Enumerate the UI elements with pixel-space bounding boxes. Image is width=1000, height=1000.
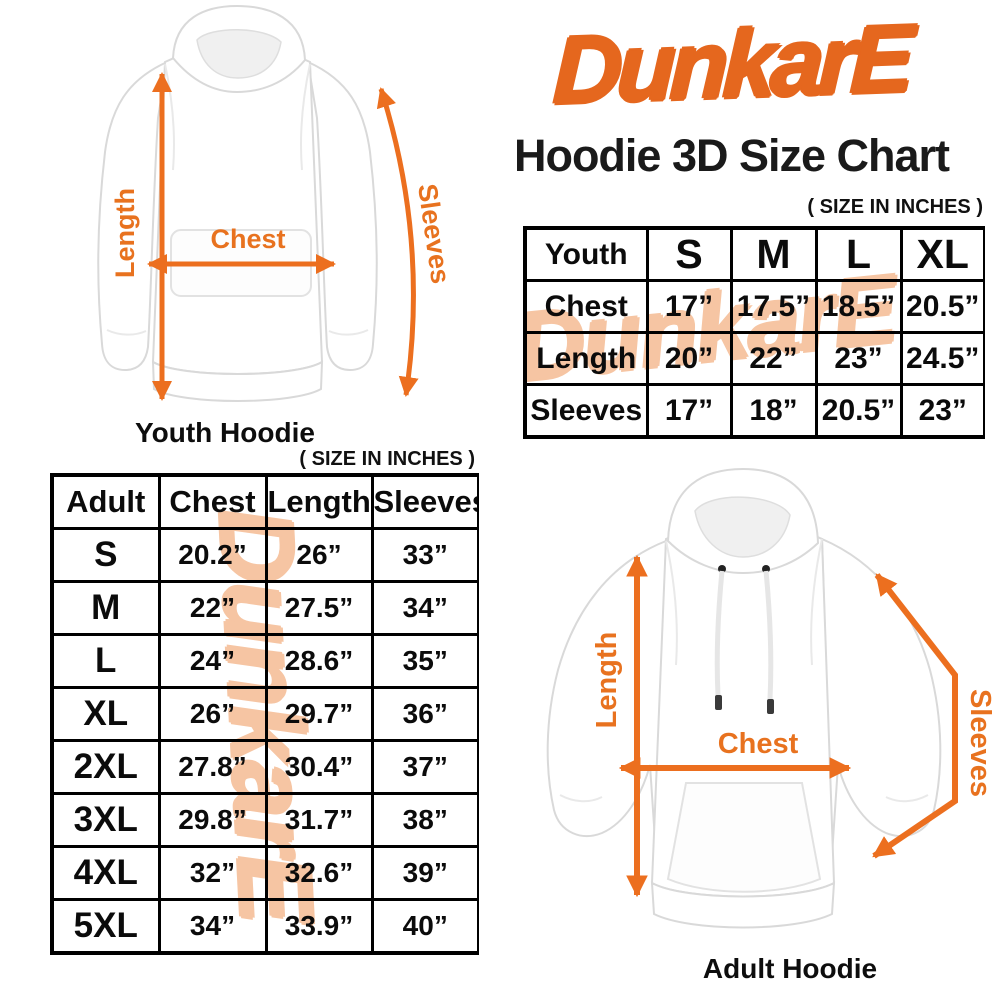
row-label: Length bbox=[523, 331, 649, 386]
adult-row-2xl: 2XL 27.8” 30.4” 37” bbox=[50, 739, 479, 795]
table-cell: 32” bbox=[157, 845, 268, 901]
drawstring bbox=[763, 570, 774, 700]
youth-table-header-row: Youth S M L XL bbox=[523, 226, 985, 282]
table-cell: 18” bbox=[729, 383, 818, 439]
table-cell: 27.8” bbox=[157, 739, 268, 795]
adult-row-xl: XL 26” 29.7” 36” bbox=[50, 686, 479, 742]
table-cell: 17” bbox=[645, 279, 733, 334]
table-cell: 24.5” bbox=[899, 331, 985, 386]
table-cell: 32.6” bbox=[264, 845, 374, 901]
row-label: S bbox=[50, 527, 161, 583]
table-cell: 20.5” bbox=[814, 383, 903, 439]
adult-size-table: Adult Chest Length Sleeves S 20.2” 26” 3… bbox=[50, 473, 479, 955]
adult-row-s: S 20.2” 26” 33” bbox=[50, 527, 479, 583]
youth-hoodie-caption: Youth Hoodie bbox=[135, 417, 315, 448]
youth-chest-row: Chest 17” 17.5” 18.5” 20.5” bbox=[523, 279, 985, 334]
table-cell: 33” bbox=[370, 527, 479, 583]
youth-col-s: S bbox=[645, 226, 733, 282]
youth-hoodie-graphic bbox=[97, 4, 378, 402]
table-cell: 34” bbox=[370, 580, 479, 636]
row-label: XL bbox=[50, 686, 161, 742]
table-cell: 22” bbox=[729, 331, 818, 386]
adult-chest-label: Chest bbox=[718, 728, 799, 760]
adult-table-area: DunkarE Adult Chest Length Sleeves S 20.… bbox=[50, 473, 479, 957]
drawstring-tip bbox=[715, 695, 722, 710]
table-cell: 20.5” bbox=[899, 279, 985, 334]
table-cell: 36” bbox=[370, 686, 479, 742]
row-label: 3XL bbox=[50, 792, 161, 848]
youth-length-label: Length bbox=[110, 188, 140, 278]
drawstring bbox=[714, 570, 725, 696]
row-label: 4XL bbox=[50, 845, 161, 901]
table-cell: 17.5” bbox=[729, 279, 818, 334]
youth-length-row: Length 20” 22” 23” 24.5” bbox=[523, 331, 985, 386]
adult-row-3xl: 3XL 29.8” 31.7” 38” bbox=[50, 792, 479, 848]
row-label: 2XL bbox=[50, 739, 161, 795]
youth-col-l: L bbox=[814, 226, 903, 282]
table-cell: 27.5” bbox=[264, 580, 374, 636]
table-cell: 38” bbox=[370, 792, 479, 848]
youth-sleeves-row: Sleeves 17” 18” 20.5” 23” bbox=[523, 383, 985, 439]
table-cell: 23” bbox=[814, 331, 903, 386]
adult-table-corner-cell: Adult bbox=[50, 473, 161, 530]
table-cell: 31.7” bbox=[264, 792, 374, 848]
youth-table-area: DunkarE Youth S M L XL Chest 17” 17.5” 1… bbox=[523, 226, 985, 440]
table-cell: 34” bbox=[157, 898, 268, 955]
table-cell: 23” bbox=[899, 383, 985, 439]
adult-row-l: L 24” 28.6” 35” bbox=[50, 633, 479, 689]
adult-col-chest: Chest bbox=[157, 473, 268, 530]
drawstring-tip bbox=[767, 699, 774, 714]
youth-hoodie-diagram: Length Chest Sleeves bbox=[97, 4, 456, 402]
row-label: L bbox=[50, 633, 161, 689]
adult-length-label: Length bbox=[591, 632, 623, 729]
table-cell: 20” bbox=[645, 331, 733, 386]
page-title: Hoodie 3D Size Chart bbox=[513, 130, 950, 181]
brand-logo: DunkarE bbox=[551, 5, 912, 124]
youth-col-m: M bbox=[729, 226, 818, 282]
adult-row-4xl: 4XL 32” 32.6” 39” bbox=[50, 845, 479, 901]
table-cell: 26” bbox=[157, 686, 268, 742]
adult-col-sleeves: Sleeves bbox=[370, 473, 479, 530]
table-cell: 29.7” bbox=[264, 686, 374, 742]
adult-sleeves-arrow bbox=[872, 573, 958, 859]
table-cell: 28.6” bbox=[264, 633, 374, 689]
adult-table-header-row: Adult Chest Length Sleeves bbox=[50, 473, 479, 530]
table-cell: 35” bbox=[370, 633, 479, 689]
youth-chest-label: Chest bbox=[210, 224, 285, 254]
adult-size-note: ( SIZE IN INCHES ) bbox=[299, 448, 475, 470]
youth-col-xl: XL bbox=[899, 226, 985, 282]
table-cell: 37” bbox=[370, 739, 479, 795]
adult-sleeves-label: Sleeves bbox=[964, 689, 996, 797]
table-cell: 17” bbox=[645, 383, 733, 439]
table-cell: 20.2” bbox=[157, 527, 268, 583]
adult-measurement-arrows: Length Chest Sleeves bbox=[591, 554, 996, 898]
youth-table-corner-cell: Youth bbox=[523, 226, 649, 282]
adult-hoodie-diagram: Length Chest Sleeves bbox=[546, 467, 996, 929]
youth-size-note: ( SIZE IN INCHES ) bbox=[807, 196, 983, 218]
row-label: 5XL bbox=[50, 898, 161, 955]
table-cell: 26” bbox=[264, 527, 374, 583]
table-cell: 40” bbox=[370, 898, 479, 955]
adult-hoodie-caption: Adult Hoodie bbox=[702, 953, 878, 984]
table-cell: 33.9” bbox=[264, 898, 374, 955]
table-cell: 39” bbox=[370, 845, 479, 901]
adult-row-m: M 22” 27.5” 34” bbox=[50, 580, 479, 636]
adult-row-5xl: 5XL 34” 33.9” 40” bbox=[50, 898, 479, 955]
table-cell: 30.4” bbox=[264, 739, 374, 795]
table-cell: 18.5” bbox=[814, 279, 903, 334]
youth-size-table: Youth S M L XL Chest 17” 17.5” 18.5” 20.… bbox=[523, 226, 985, 439]
row-label: Chest bbox=[523, 279, 649, 334]
youth-sleeves-arrow bbox=[376, 87, 419, 397]
youth-sleeves-label: Sleeves bbox=[412, 182, 456, 286]
table-cell: 22” bbox=[157, 580, 268, 636]
row-label: Sleeves bbox=[523, 383, 649, 439]
table-cell: 24” bbox=[157, 633, 268, 689]
row-label: M bbox=[50, 580, 161, 636]
adult-col-length: Length bbox=[264, 473, 374, 530]
table-cell: 29.8” bbox=[157, 792, 268, 848]
